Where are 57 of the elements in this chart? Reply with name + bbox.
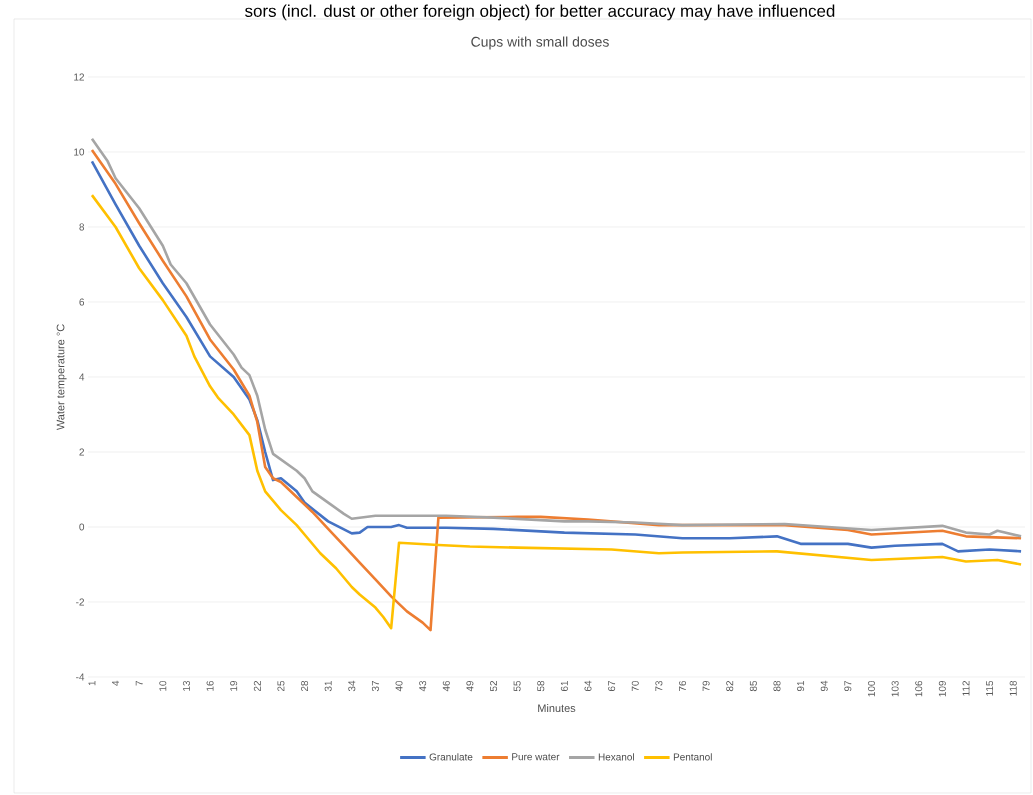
x-tick-label: 103 — [891, 680, 899, 697]
y-tick-label: 8 — [79, 223, 85, 231]
x-tick-label: 115 — [986, 680, 994, 696]
x-tick-label: 76 — [678, 680, 687, 692]
x-tick-label: 91 — [797, 680, 805, 692]
x-tick-label: 43 — [419, 680, 427, 692]
y-tick-label: 0 — [79, 523, 85, 531]
x-tick-label: 67 — [608, 681, 616, 692]
x-tick-label: 16 — [206, 680, 214, 691]
x-tick-label: 100 — [867, 680, 875, 697]
x-tick-label: 10 — [159, 680, 167, 691]
x-tick-label: 82 — [726, 681, 734, 692]
x-tick-label: 64 — [584, 680, 592, 692]
x-tick-label: 4 — [112, 680, 119, 686]
x-tick-label: 118 — [1009, 680, 1017, 696]
x-tick-label: 19 — [230, 680, 238, 691]
x-tick-label: 85 — [749, 680, 757, 692]
x-tick-label: 1 — [88, 680, 96, 686]
x-tick-label: 109 — [938, 680, 946, 697]
y-tick-label: -2 — [76, 598, 84, 606]
x-tick-label: 7 — [135, 681, 143, 686]
x-tick-label: 88 — [773, 680, 781, 692]
y-tick-label: 12 — [74, 73, 84, 81]
legend-label: Hexanol — [598, 753, 634, 761]
chart-title: Cups with small doses — [471, 36, 609, 50]
x-tick-label: 28 — [301, 680, 309, 692]
x-tick-label: 112 — [962, 681, 970, 696]
x-tick-label: 25 — [277, 680, 285, 692]
x-axis-title: Minutes — [538, 703, 576, 713]
x-tick-label: 40 — [395, 680, 403, 692]
x-tick-label: 34 — [348, 680, 356, 692]
y-tick-label: 10 — [74, 148, 85, 156]
x-tick-label: 37 — [371, 681, 379, 692]
x-tick-label: 49 — [466, 680, 474, 692]
x-tick-label: 97 — [844, 681, 852, 692]
legend-label: Pure water — [512, 753, 560, 761]
legend-label: Pentanol — [673, 753, 712, 761]
x-tick-label: 31 — [324, 680, 332, 692]
x-tick-label: 79 — [702, 680, 710, 692]
text: sors (incl. dust or other foreign object) for better accuracy may have influenced — [245, 4, 835, 21]
x-tick-label: 58 — [537, 680, 545, 692]
y-axis-title: Water temperature °C — [56, 324, 67, 431]
y-tick-label: -4 — [76, 673, 85, 681]
x-tick-label: 46 — [442, 680, 450, 692]
y-tick-label: 4 — [79, 373, 85, 381]
x-tick-label: 70 — [631, 680, 639, 692]
x-tick-label: 61 — [560, 680, 568, 692]
x-tick-label: 94 — [820, 680, 828, 692]
x-tick-label: 73 — [655, 680, 663, 692]
x-tick-label: 13 — [182, 680, 190, 691]
y-tick-label: 2 — [79, 448, 84, 456]
x-tick-label: 52 — [490, 681, 498, 692]
x-tick-label: 106 — [915, 680, 923, 697]
y-tick-label: 6 — [79, 298, 85, 306]
x-tick-label: 55 — [513, 680, 521, 692]
legend-label: Granulate — [429, 753, 473, 761]
x-tick-label: 22 — [253, 681, 261, 692]
